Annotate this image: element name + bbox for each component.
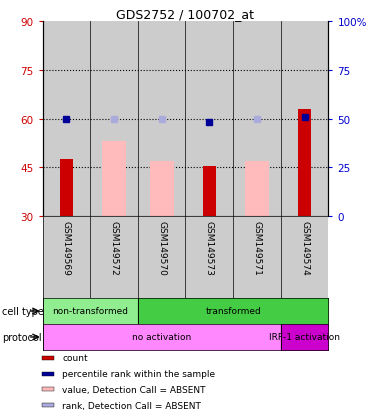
Bar bbox=[150, 161, 174, 216]
Text: GSM149572: GSM149572 bbox=[109, 221, 119, 275]
Title: GDS2752 / 100702_at: GDS2752 / 100702_at bbox=[116, 8, 255, 21]
Text: value, Detection Call = ABSENT: value, Detection Call = ABSENT bbox=[62, 385, 206, 394]
Bar bbox=[42, 372, 54, 375]
Text: GSM149571: GSM149571 bbox=[252, 221, 262, 275]
Text: percentile rank within the sample: percentile rank within the sample bbox=[62, 369, 216, 378]
Text: cell type: cell type bbox=[2, 306, 44, 316]
Text: GSM149574: GSM149574 bbox=[300, 221, 309, 275]
Bar bbox=[138, 22, 186, 216]
Text: rank, Detection Call = ABSENT: rank, Detection Call = ABSENT bbox=[62, 401, 201, 410]
Text: no activation: no activation bbox=[132, 333, 191, 342]
Bar bbox=[42, 387, 54, 392]
Bar bbox=[102, 142, 126, 216]
Bar bbox=[90, 22, 138, 216]
Bar bbox=[42, 403, 54, 407]
Bar bbox=[281, 22, 328, 216]
Bar bbox=[186, 22, 233, 216]
Bar bbox=[298, 109, 311, 216]
Text: transformed: transformed bbox=[205, 307, 261, 316]
Bar bbox=[203, 166, 216, 216]
Bar bbox=[42, 356, 54, 360]
Text: protocol: protocol bbox=[2, 332, 42, 342]
Bar bbox=[43, 22, 90, 216]
Text: IRF-1 activation: IRF-1 activation bbox=[269, 333, 340, 342]
Text: non-transformed: non-transformed bbox=[52, 307, 128, 316]
Bar bbox=[233, 22, 281, 216]
Bar bbox=[245, 161, 269, 216]
Text: GSM149570: GSM149570 bbox=[157, 221, 166, 275]
Text: GSM149569: GSM149569 bbox=[62, 221, 71, 275]
Bar bbox=[60, 160, 73, 216]
Text: GSM149573: GSM149573 bbox=[205, 221, 214, 275]
Text: count: count bbox=[62, 354, 88, 363]
